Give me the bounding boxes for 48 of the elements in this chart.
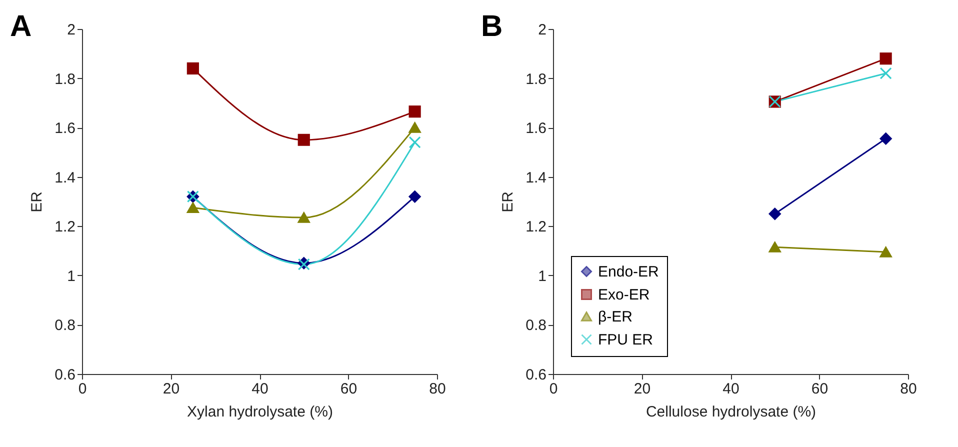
point xyxy=(186,202,199,213)
y-tick-label: 1 xyxy=(67,268,76,285)
point xyxy=(298,134,310,146)
y-tick-label: 1.6 xyxy=(54,120,76,138)
legend-label: β-ER xyxy=(598,308,633,326)
x-tick-label: 20 xyxy=(634,380,651,398)
y-axis-title: ER xyxy=(500,191,517,212)
y-tick-label: 2 xyxy=(67,22,76,38)
y-tick-label: 1.8 xyxy=(54,70,76,88)
y-tick-label: 0.6 xyxy=(526,366,546,384)
chart-title: B xyxy=(481,10,503,43)
point xyxy=(768,208,781,220)
point xyxy=(408,122,421,133)
x-tick-label: 80 xyxy=(429,380,446,398)
point xyxy=(408,190,421,203)
y-axis-title: ER xyxy=(28,191,46,212)
point xyxy=(880,132,892,145)
point xyxy=(880,52,892,65)
y-tick-label: 1.8 xyxy=(526,70,546,88)
x-tick-label: 80 xyxy=(900,380,917,398)
point xyxy=(408,106,421,118)
y-tick-label: 2 xyxy=(538,22,546,38)
y-tick-label: 0.8 xyxy=(526,317,546,334)
x-tick-label: 60 xyxy=(340,380,358,398)
point xyxy=(408,136,421,148)
x-tick-label: 60 xyxy=(811,380,828,398)
y-tick-label: 1.4 xyxy=(526,169,546,186)
chart-title: A xyxy=(10,10,32,43)
y-tick-label: 1.2 xyxy=(54,218,76,236)
point xyxy=(186,62,199,74)
y-tick-label: 1.6 xyxy=(526,120,546,138)
point xyxy=(880,67,892,80)
x-tick-label: 0 xyxy=(549,380,558,398)
y-tick-label: 0.8 xyxy=(54,317,76,334)
y-tick-label: 0.6 xyxy=(54,366,76,384)
x-tick-label: 40 xyxy=(252,380,268,398)
y-tick-label: 1.2 xyxy=(526,218,546,236)
legend-label: Exo-ER xyxy=(598,286,650,304)
y-tick-label: 1 xyxy=(538,268,546,285)
x-tick-label: 40 xyxy=(722,380,740,398)
legend-label: FPU ER xyxy=(598,332,654,348)
x-axis-title: Cellulose hydrolysate (%) xyxy=(646,404,816,420)
y-tick-label: 1.4 xyxy=(54,169,76,186)
x-tick-label: 20 xyxy=(162,380,180,398)
point xyxy=(298,212,310,223)
x-tick-label: 0 xyxy=(78,380,87,398)
legend-label: Endo-ER xyxy=(598,264,660,280)
x-axis-title: Xylan hydrolysate (%) xyxy=(187,404,333,420)
